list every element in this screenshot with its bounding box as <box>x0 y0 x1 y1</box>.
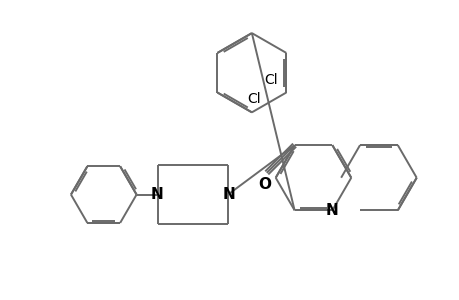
Text: N: N <box>151 187 163 202</box>
Text: N: N <box>325 203 338 218</box>
Text: O: O <box>257 177 271 192</box>
Text: Cl: Cl <box>264 73 278 87</box>
Text: Cl: Cl <box>246 92 260 106</box>
Text: N: N <box>222 187 235 202</box>
